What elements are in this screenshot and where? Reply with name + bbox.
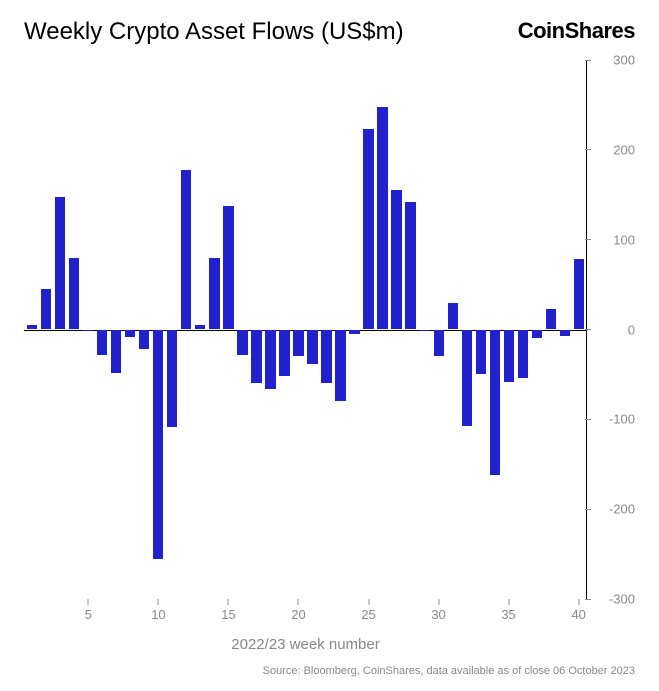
y-axis: -300-200-1000100200300	[591, 60, 635, 599]
plot-area	[24, 60, 587, 599]
x-tick-mark	[368, 599, 369, 605]
bar	[391, 190, 401, 329]
bar	[349, 330, 359, 334]
source-attribution: Source: Bloomberg, CoinShares, data avai…	[263, 665, 635, 677]
bar	[420, 330, 430, 332]
y-tick-label: 300	[605, 53, 635, 68]
bar	[448, 303, 458, 329]
y-tick-label: -300	[601, 592, 635, 607]
bar	[55, 197, 65, 330]
bar	[209, 258, 219, 330]
x-axis-label: 2022/23 week number	[24, 636, 587, 653]
bar	[27, 325, 37, 329]
bar	[321, 330, 331, 384]
bar	[279, 330, 289, 377]
bar	[167, 330, 177, 427]
x-tick-label: 25	[361, 607, 375, 622]
bar	[69, 258, 79, 330]
bar	[377, 107, 387, 330]
brand-logo: CoinShares	[518, 18, 635, 44]
y-tick-label: 100	[605, 232, 635, 247]
bar	[237, 330, 247, 355]
x-tick-label: 30	[431, 607, 445, 622]
y-tick-label: 200	[605, 142, 635, 157]
x-tick-label: 40	[571, 607, 585, 622]
x-tick-mark	[578, 599, 579, 605]
x-tick-mark	[228, 599, 229, 605]
bar	[335, 330, 345, 402]
bar	[574, 259, 584, 329]
x-tick-label: 5	[85, 607, 92, 622]
y-tick-mark	[585, 149, 591, 150]
bar	[490, 330, 500, 476]
x-tick-label: 15	[221, 607, 235, 622]
header: Weekly Crypto Asset Flows (US$m) CoinSha…	[0, 0, 659, 46]
bar	[41, 289, 51, 329]
chart-title: Weekly Crypto Asset Flows (US$m)	[24, 18, 404, 46]
y-tick-mark	[585, 239, 591, 240]
y-tick-label: -200	[601, 502, 635, 517]
x-tick-mark	[88, 599, 89, 605]
y-tick-mark	[585, 329, 591, 330]
bar	[546, 309, 556, 330]
x-tick-mark	[298, 599, 299, 605]
bar	[139, 330, 149, 350]
y-tick-mark	[585, 509, 591, 510]
bar	[518, 330, 528, 379]
x-tick-label: 20	[291, 607, 305, 622]
bar	[83, 330, 93, 332]
bar	[504, 330, 514, 382]
bar	[195, 325, 205, 329]
bar	[125, 330, 135, 337]
x-axis: 5 10 15 20 25 30 35 40	[24, 599, 587, 631]
bar	[111, 330, 121, 373]
y-tick-mark	[585, 60, 591, 61]
x-tick-mark	[508, 599, 509, 605]
bar	[153, 330, 163, 559]
bar	[462, 330, 472, 426]
bar	[181, 170, 191, 330]
bar	[476, 330, 486, 375]
bar	[307, 330, 317, 364]
x-tick-mark	[438, 599, 439, 605]
x-tick-label: 35	[501, 607, 515, 622]
bar	[223, 206, 233, 330]
bar	[532, 330, 542, 339]
y-tick-mark	[585, 419, 591, 420]
x-tick-mark	[158, 599, 159, 605]
bar	[265, 330, 275, 389]
bar	[405, 202, 415, 330]
y-tick-label: -100	[601, 412, 635, 427]
bar	[363, 129, 373, 329]
bar	[560, 330, 570, 336]
bar	[434, 330, 444, 357]
bar	[293, 330, 303, 357]
y-tick-label: 0	[620, 322, 635, 337]
bar	[251, 330, 261, 384]
bar	[97, 330, 107, 355]
x-tick-label: 10	[151, 607, 165, 622]
chart-container: -300-200-1000100200300 510152025303540 2…	[24, 60, 635, 631]
